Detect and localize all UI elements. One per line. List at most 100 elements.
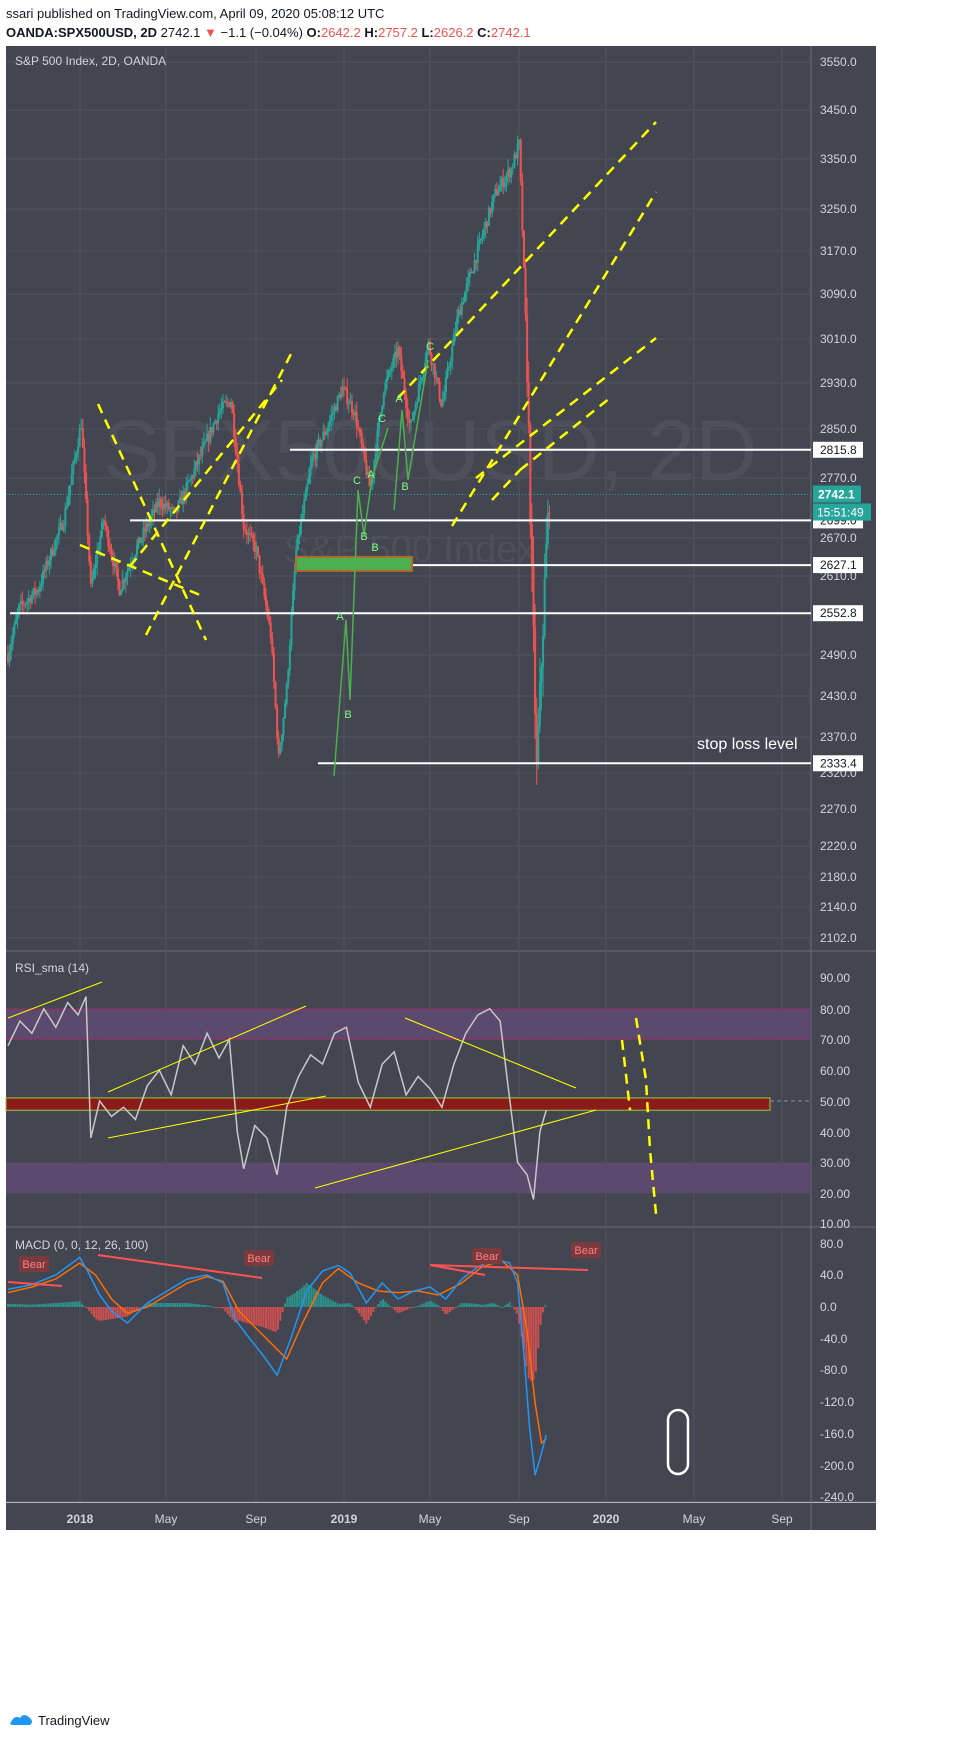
macd-histogram-bar: [176, 1303, 179, 1307]
candle-body: [323, 431, 326, 436]
candle-body: [7, 655, 9, 662]
candle-body: [215, 421, 218, 424]
rsi-midline-zone: [5, 1097, 771, 1111]
candle-body: [288, 645, 291, 671]
macd-histogram-bar: [159, 1303, 162, 1307]
macd-histogram-bar: [59, 1302, 62, 1307]
candle-body: [401, 371, 404, 379]
candle-body: [249, 532, 252, 534]
macd-histogram-bar: [300, 1287, 303, 1307]
candle-body: [548, 512, 551, 515]
macd-histogram-bar: [339, 1303, 342, 1307]
candle-body: [314, 454, 317, 460]
candle-body: [80, 428, 83, 430]
macd-histogram-bar: [427, 1301, 430, 1307]
candle-body: [214, 421, 217, 424]
low-label: L:: [421, 25, 434, 40]
candle-body: [487, 207, 490, 226]
candle-body: [115, 562, 118, 569]
macd-histogram-bar: [365, 1307, 368, 1324]
macd-histogram-bar: [408, 1307, 411, 1309]
candle-body: [534, 626, 537, 715]
candle-body: [456, 317, 459, 333]
candle-body: [143, 528, 146, 532]
candle-body: [360, 433, 363, 444]
wave-label: C: [353, 475, 361, 487]
close-value: 2742.1: [490, 25, 531, 40]
macd-histogram-bar: [45, 1303, 48, 1307]
candle-body: [169, 508, 172, 510]
candle-body: [304, 489, 307, 501]
macd-histogram-bar: [489, 1303, 492, 1307]
bear-label: Bear: [574, 1245, 598, 1257]
rsi-pane-title: RSI_sma (14): [15, 961, 89, 975]
macd-histogram-bar: [140, 1306, 143, 1308]
candle-body: [330, 415, 333, 421]
candle-body: [433, 363, 436, 379]
candle-body: [438, 381, 441, 400]
macd-histogram-bar: [193, 1303, 196, 1307]
candle-body: [237, 463, 240, 486]
candle-body: [72, 461, 75, 475]
candle-body: [14, 618, 17, 625]
candle-body: [333, 406, 336, 414]
candle-body: [199, 455, 202, 457]
macd-histogram-bar: [47, 1303, 50, 1307]
macd-histogram-bar: [214, 1307, 217, 1308]
rsi-tick-label: 20.00: [820, 1187, 850, 1201]
candle-body: [73, 457, 76, 462]
candle-body: [182, 491, 185, 505]
macd-histogram-bar: [353, 1307, 356, 1308]
candle-body: [21, 601, 24, 605]
candle-body: [198, 455, 201, 465]
candle-body: [387, 370, 390, 378]
candle-body: [42, 570, 45, 584]
candle-body: [341, 387, 344, 398]
candle-body: [381, 405, 384, 413]
macd-histogram-bar: [71, 1301, 74, 1307]
candle-body: [46, 560, 49, 566]
high-label: H:: [364, 25, 379, 40]
candle-body: [188, 480, 191, 482]
macd-histogram-bar: [269, 1307, 272, 1331]
macd-histogram-bar: [542, 1307, 545, 1313]
macd-histogram-bar: [460, 1303, 463, 1307]
candle-body: [8, 652, 11, 662]
macd-tick-label: -40.0: [820, 1332, 848, 1346]
candle-body: [263, 582, 266, 597]
macd-histogram-bar: [238, 1307, 241, 1321]
candle-body: [358, 428, 361, 434]
bear-label-box: [244, 1250, 274, 1266]
price-tick-label: 3170.0: [820, 244, 857, 258]
candle-body: [492, 194, 495, 202]
time-tick-label: May: [155, 1512, 178, 1526]
candle-body: [113, 562, 116, 567]
time-axis-background: [6, 1503, 876, 1530]
candle-body: [266, 605, 269, 618]
candle-body: [86, 498, 89, 536]
candle-body: [57, 527, 60, 536]
candle-body: [217, 413, 220, 424]
candle-body: [271, 638, 274, 654]
candle-body: [186, 481, 189, 483]
candle-body: [282, 718, 285, 735]
candle-body: [489, 207, 492, 213]
price-tick-label: 3250.0: [820, 202, 857, 216]
macd-histogram-bar: [475, 1303, 478, 1307]
candle-body: [151, 509, 154, 516]
level-price-label: 2627.1: [820, 558, 857, 572]
candle-body: [542, 635, 545, 668]
candle-body: [516, 143, 519, 159]
wave-label: B: [344, 709, 351, 721]
macd-histogram-bar: [479, 1304, 482, 1307]
candle-body: [486, 221, 489, 226]
support-zone: [295, 555, 413, 572]
macd-histogram-bar: [162, 1303, 165, 1307]
candle-body: [110, 550, 113, 558]
footer-brand: TradingView: [8, 1712, 110, 1728]
price-tick-label: 2670.0: [820, 531, 857, 545]
rsi-tick-label: 10.00: [820, 1217, 850, 1231]
candle-body: [382, 393, 385, 406]
macd-histogram-bar: [281, 1307, 284, 1313]
